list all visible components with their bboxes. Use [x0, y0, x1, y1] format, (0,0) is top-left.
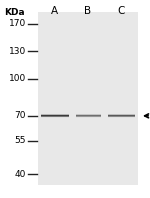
- Text: 100: 100: [9, 74, 26, 83]
- Text: A: A: [51, 6, 58, 16]
- Text: 170: 170: [9, 19, 26, 28]
- Text: 55: 55: [15, 136, 26, 145]
- Text: 40: 40: [15, 169, 26, 179]
- Text: 130: 130: [9, 47, 26, 56]
- Bar: [38, 12, 138, 185]
- Text: C: C: [118, 6, 125, 16]
- Text: 70: 70: [15, 111, 26, 120]
- Text: KDa: KDa: [4, 8, 25, 17]
- Text: B: B: [84, 6, 92, 16]
